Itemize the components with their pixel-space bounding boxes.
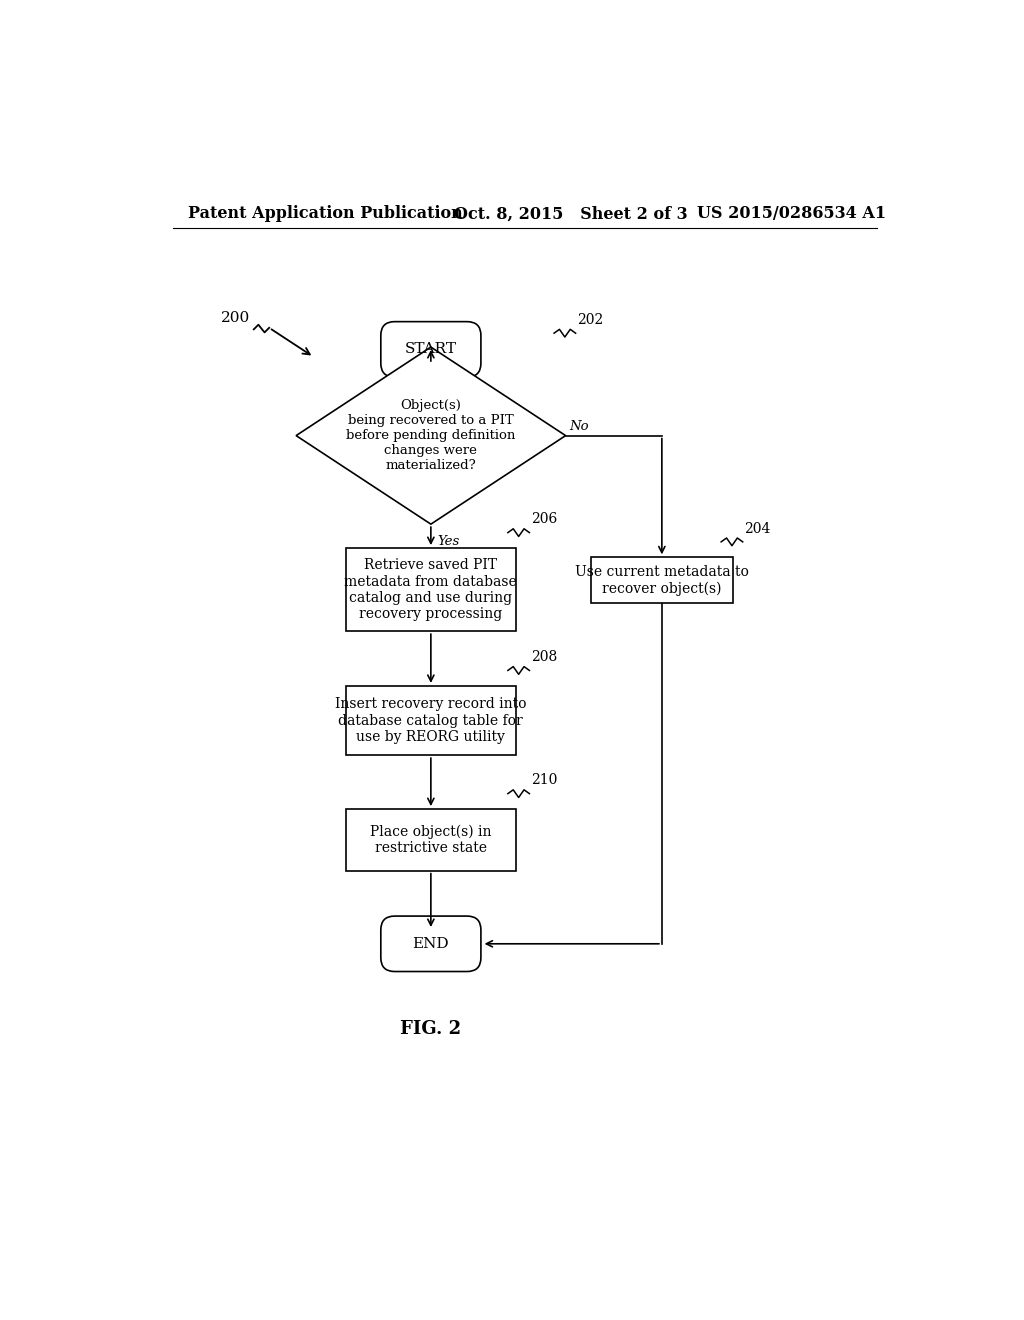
Polygon shape bbox=[296, 347, 565, 524]
Text: 200: 200 bbox=[221, 310, 251, 325]
Text: Insert recovery record into
database catalog table for
use by REORG utility: Insert recovery record into database cat… bbox=[335, 697, 526, 743]
Text: No: No bbox=[569, 420, 589, 433]
Bar bbox=[346, 809, 515, 871]
Text: US 2015/0286534 A1: US 2015/0286534 A1 bbox=[696, 206, 886, 222]
Text: Patent Application Publication: Patent Application Publication bbox=[188, 206, 463, 222]
Bar bbox=[346, 548, 515, 631]
Text: Yes: Yes bbox=[437, 535, 460, 548]
Bar bbox=[591, 557, 733, 603]
Text: Use current metadata to
recover object(s): Use current metadata to recover object(s… bbox=[574, 565, 749, 595]
Text: Oct. 8, 2015   Sheet 2 of 3: Oct. 8, 2015 Sheet 2 of 3 bbox=[454, 206, 687, 222]
Text: Retrieve saved PIT
metadata from database
catalog and use during
recovery proces: Retrieve saved PIT metadata from databas… bbox=[344, 558, 517, 620]
Text: END: END bbox=[413, 937, 450, 950]
Text: START: START bbox=[404, 342, 457, 356]
Text: Place object(s) in
restrictive state: Place object(s) in restrictive state bbox=[370, 825, 492, 855]
Text: Object(s)
being recovered to a PIT
before pending definition
changes were
materi: Object(s) being recovered to a PIT befor… bbox=[346, 399, 515, 473]
Text: 208: 208 bbox=[531, 651, 557, 664]
Text: 210: 210 bbox=[531, 774, 557, 788]
FancyBboxPatch shape bbox=[381, 322, 481, 378]
FancyBboxPatch shape bbox=[381, 916, 481, 972]
Text: FIG. 2: FIG. 2 bbox=[400, 1019, 462, 1038]
Text: 202: 202 bbox=[578, 313, 603, 327]
Text: 206: 206 bbox=[531, 512, 557, 527]
Text: 204: 204 bbox=[744, 521, 771, 536]
Bar bbox=[346, 686, 515, 755]
